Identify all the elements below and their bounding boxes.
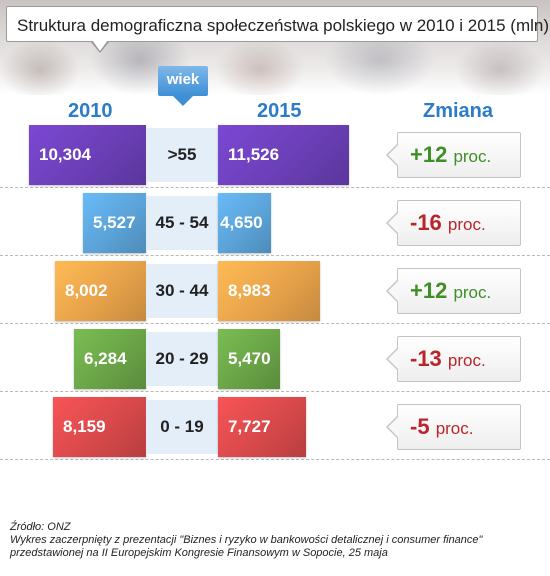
row-divider bbox=[0, 391, 550, 392]
change-unit: proc. bbox=[435, 419, 474, 438]
bar-2010: 10,304 bbox=[29, 125, 146, 185]
page-title: Struktura demograficzna społeczeństwa po… bbox=[17, 16, 549, 35]
row-divider bbox=[0, 255, 550, 256]
change-badge: +12 proc. bbox=[386, 132, 521, 178]
bar-2015: 11,526 bbox=[218, 125, 349, 185]
change-badge: +12 proc. bbox=[386, 268, 521, 314]
bar-2015: 8,983 bbox=[218, 261, 320, 321]
title-callout-tail bbox=[90, 40, 110, 53]
row-divider bbox=[0, 323, 550, 324]
bar-2010: 8,002 bbox=[55, 261, 146, 321]
bar-2015: 5,470 bbox=[218, 329, 280, 389]
change-value: +12 bbox=[410, 142, 454, 167]
column-header-2010: 2010 bbox=[68, 100, 113, 122]
change-badge: -5 proc. bbox=[386, 404, 521, 450]
age-group-label: 20 - 29 bbox=[146, 332, 218, 386]
bar-2015: 4,650 bbox=[218, 193, 271, 253]
age-header-tab: wiek bbox=[158, 66, 208, 106]
age-group-label: 30 - 44 bbox=[146, 264, 218, 318]
change-badge: -13 proc. bbox=[386, 336, 521, 382]
age-group-label: 0 - 19 bbox=[146, 400, 218, 454]
change-unit: proc. bbox=[453, 147, 492, 166]
age-group-label: >55 bbox=[146, 128, 218, 182]
bar-2015: 7,727 bbox=[218, 397, 306, 457]
change-value: -16 bbox=[410, 210, 448, 235]
row-divider bbox=[0, 459, 550, 460]
column-header-change: Zmiana bbox=[423, 100, 494, 122]
bar-2010: 8,159 bbox=[53, 397, 146, 457]
change-value: -5 bbox=[410, 414, 436, 439]
change-value: +12 bbox=[410, 278, 454, 303]
column-header-2015: 2015 bbox=[257, 100, 302, 122]
change-value: -13 bbox=[410, 346, 448, 371]
change-unit: proc. bbox=[447, 215, 486, 234]
footer: Źródło: ONZ Wykres zaczerpnięty z prezen… bbox=[10, 521, 540, 560]
change-unit: proc. bbox=[453, 283, 492, 302]
footer-source: Źródło: ONZ bbox=[10, 521, 71, 533]
title-box: Struktura demograficzna społeczeństwa po… bbox=[6, 6, 549, 42]
age-group-label: 45 - 54 bbox=[146, 196, 218, 250]
row-divider bbox=[0, 187, 550, 188]
bar-2010: 6,284 bbox=[74, 329, 146, 389]
footer-note: Wykres zaczerpnięty z prezentacji "Bizne… bbox=[10, 534, 483, 559]
bar-2010: 5,527 bbox=[83, 193, 146, 253]
change-badge: -16 proc. bbox=[386, 200, 521, 246]
change-unit: proc. bbox=[447, 351, 486, 370]
